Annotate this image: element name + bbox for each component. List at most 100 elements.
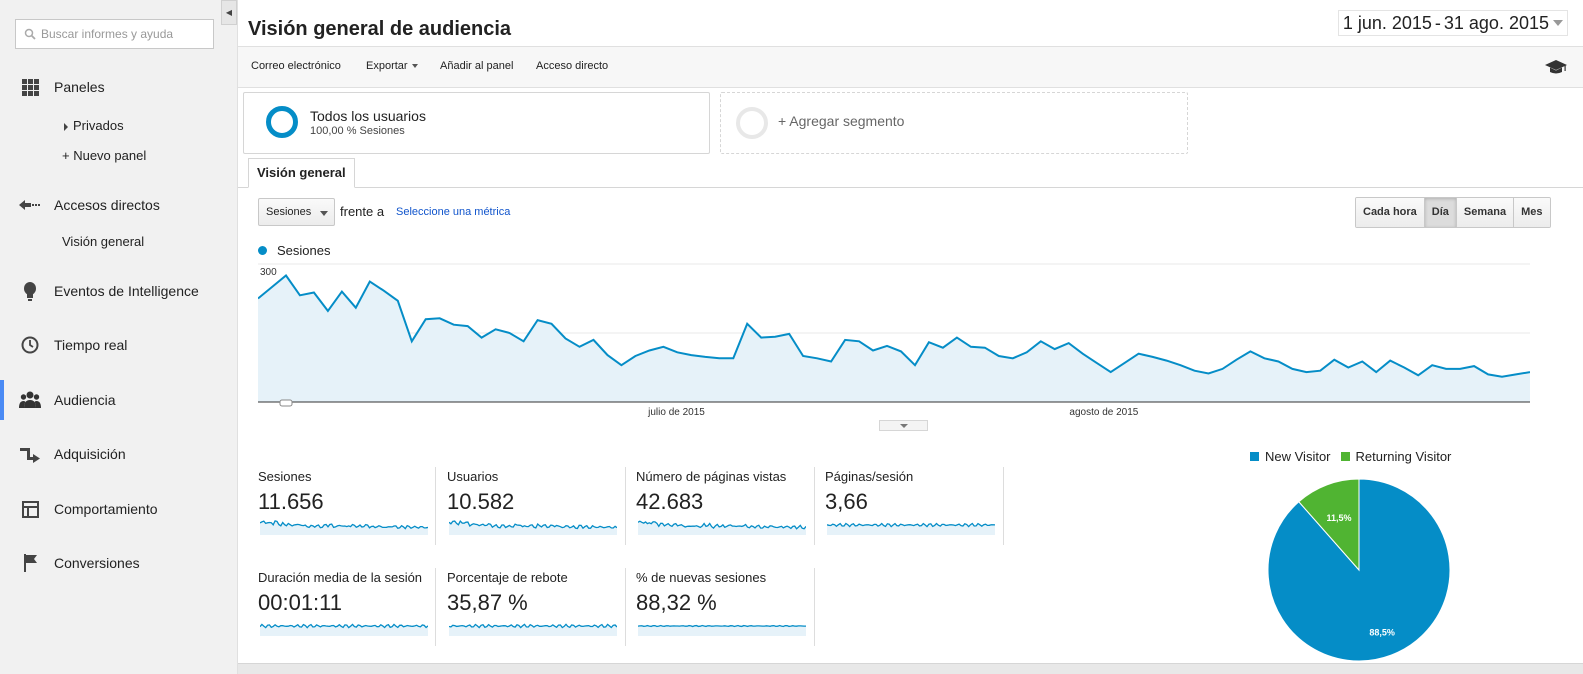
collapse-sidebar-button[interactable]: ◀ (221, 0, 237, 25)
pie-legend-returning[interactable]: Returning Visitor (1340, 449, 1451, 464)
export-button[interactable]: Exportar (366, 60, 418, 72)
main-content: Visión general de audiencia 1 jun. 2015 … (238, 0, 1583, 674)
legend-swatch (1250, 452, 1259, 461)
date-start: 1 jun. 2015 (1342, 12, 1432, 33)
date-range-picker[interactable]: 1 jun. 2015 - 31 ago. 2015 (1337, 10, 1568, 36)
scorecard-label: Sesiones (258, 469, 312, 484)
scorecard-value: 88,32 % (636, 590, 717, 615)
sidebar-item-audience[interactable]: Audiencia (0, 389, 237, 411)
sidebar-item-conversions[interactable]: Conversiones (0, 552, 237, 574)
search-input[interactable] (41, 27, 211, 41)
sidebar-item-label: Tiempo real (54, 337, 128, 353)
sparkline-line (827, 522, 995, 528)
add-segment-button[interactable]: + Agregar segmento (720, 92, 1188, 154)
sparkline (827, 522, 995, 535)
graduation-cap-icon[interactable] (1545, 59, 1567, 75)
sidebar: Paneles Privados + Nuevo panel Accesos d… (0, 0, 238, 674)
x-tick-label: agosto de 2015 (1069, 407, 1138, 418)
segment-ring-icon (736, 107, 768, 139)
search-icon (24, 28, 36, 40)
page-title: Visión general de audiencia (248, 18, 512, 40)
card-divider (814, 467, 815, 545)
clock-icon (19, 334, 41, 356)
sparkline (449, 623, 617, 636)
scorecard-pageviews[interactable]: Número de páginas vistas 42.683 (636, 469, 814, 549)
report-toolbar: Correo electrónico Exportar Añadir al pa… (238, 46, 1583, 88)
sidebar-item-label: Comportamiento (54, 501, 158, 517)
sparkline (638, 624, 806, 636)
pie-slice-label: 88,5% (1369, 627, 1395, 637)
x-tick-label: julio de 2015 (647, 407, 705, 418)
scorecard-value: 11.656 (258, 489, 324, 514)
legend-label: Sesiones (277, 243, 331, 258)
card-divider (435, 568, 436, 646)
email-button[interactable]: Correo electrónico (251, 60, 341, 72)
segment-ring-icon (266, 106, 298, 138)
sidebar-item-label: Conversiones (54, 555, 140, 571)
scorecard-avg-session-duration[interactable]: Duración media de la sesión 00:01:11 (258, 570, 436, 650)
sparkline-line (449, 519, 617, 530)
visitor-pie-chart[interactable]: 88,5% 11,5% (1268, 479, 1455, 666)
sparkline (638, 520, 806, 535)
legend-swatch (1340, 452, 1350, 461)
chart-expand-toggle[interactable] (879, 420, 928, 431)
scorecard-label: Duración media de la sesión (258, 570, 423, 585)
add-to-panel-button[interactable]: Añadir al panel (440, 60, 514, 72)
annotation-marker-icon (279, 399, 293, 407)
scorecard-pages-per-session[interactable]: Páginas/sesión 3,66 (825, 469, 1003, 549)
layout-icon (19, 498, 41, 520)
scorecard-users[interactable]: Usuarios 10.582 (447, 469, 625, 549)
sidebar-item-acquisition[interactable]: Adquisición (0, 443, 237, 465)
interval-hourly-button[interactable]: Cada hora (1356, 198, 1425, 227)
shortcut-button[interactable]: Acceso directo (536, 60, 609, 72)
sparkline (449, 519, 617, 535)
sparkline (260, 520, 428, 535)
sidebar-sub-new-panel[interactable]: + Nuevo panel (62, 148, 147, 163)
tab-divider (238, 187, 1583, 188)
interval-toggle: Cada hora Día Semana Mes (1355, 197, 1551, 228)
grid-icon (19, 76, 41, 98)
sidebar-item-panels[interactable]: Paneles (0, 76, 237, 98)
sidebar-item-label: Paneles (54, 79, 105, 95)
sidebar-item-intelligence[interactable]: Eventos de Intelligence (0, 280, 237, 302)
scorecard-bounce-rate[interactable]: Porcentaje de rebote 35,87 % (447, 570, 625, 650)
sidebar-item-realtime[interactable]: Tiempo real (0, 334, 237, 356)
sidebar-sub-overview[interactable]: Visión general (62, 234, 145, 249)
horizontal-scrollbar[interactable] (238, 663, 1583, 674)
sparkline-line (260, 623, 428, 629)
scorecard-value: 42.683 (636, 489, 704, 514)
card-divider (625, 467, 626, 545)
sparkline-line (638, 624, 806, 628)
sparkline-fill (638, 625, 806, 636)
scorecard-value: 35,87 % (447, 590, 528, 615)
sparkline-fill (449, 521, 617, 535)
metric-select-value: Sesiones (266, 206, 312, 218)
tab-overview[interactable]: Visión general (248, 158, 355, 188)
versus-label: frente a (340, 204, 385, 219)
scorecard-sessions[interactable]: Sesiones 11.656 (258, 469, 436, 549)
segment-all-users[interactable]: Todos los usuarios 100,00 % Sesiones (243, 92, 710, 154)
card-divider (435, 467, 436, 545)
search-box[interactable] (15, 19, 214, 49)
sparkline-fill (827, 523, 995, 535)
pie-legend-new[interactable]: New Visitor (1250, 449, 1331, 464)
scorecard-new-sessions[interactable]: % de nuevas sesiones 88,32 % (636, 570, 814, 650)
interval-day-button[interactable]: Día (1424, 198, 1457, 227)
metric-select[interactable]: Sesiones (258, 198, 335, 226)
date-separator: - (1434, 12, 1441, 33)
chart-legend: Sesiones (258, 243, 330, 258)
sidebar-item-label: Audiencia (54, 392, 116, 408)
lightbulb-icon (19, 280, 41, 302)
segment-name: Todos los usuarios (310, 108, 426, 124)
interval-week-button[interactable]: Semana (1456, 198, 1515, 227)
sparkline-fill (260, 520, 428, 535)
scorecard-value: 10.582 (447, 489, 515, 514)
chevron-down-icon (411, 64, 418, 69)
sidebar-item-shortcuts[interactable]: Accesos directos (0, 194, 237, 216)
sidebar-sub-private[interactable]: Privados (64, 118, 124, 133)
scorecard-label: Número de páginas vistas (636, 469, 787, 484)
sidebar-item-behavior[interactable]: Comportamiento (0, 498, 237, 520)
select-metric-link[interactable]: Seleccione una métrica (396, 206, 511, 218)
interval-month-button[interactable]: Mes (1514, 198, 1550, 227)
